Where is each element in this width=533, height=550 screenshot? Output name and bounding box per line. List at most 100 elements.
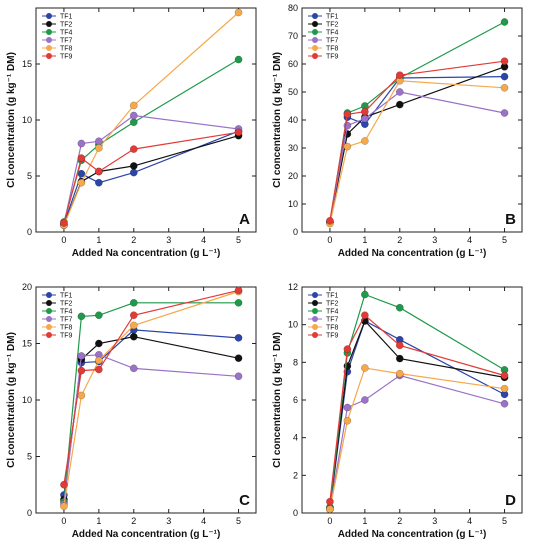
x-tick-label: 3 (432, 516, 437, 526)
legend-marker-tf2 (312, 21, 318, 27)
data-point-tf9 (129, 145, 138, 153)
legend-marker-tf1 (46, 292, 52, 298)
data-point-tf7 (500, 109, 509, 117)
panel-letter: D (505, 492, 516, 509)
data-point-tf2 (129, 162, 138, 170)
x-tick-label: 2 (397, 516, 402, 526)
data-point-tf8 (129, 101, 138, 110)
series-line-tf8 (63, 12, 239, 226)
data-point-tf1 (234, 334, 243, 342)
legend-label-tf2: TF2 (326, 22, 339, 29)
y-tick-label: 20 (22, 282, 32, 292)
x-tick-label: 4 (467, 516, 472, 526)
series-line-tf7 (63, 114, 239, 225)
x-tick-label: 1 (96, 516, 101, 526)
legend-label-tf2: TF2 (60, 301, 73, 308)
y-tick-label: 10 (22, 115, 32, 125)
series-line-tf1 (63, 329, 239, 495)
x-tick-label: 0 (327, 516, 332, 526)
x-axis-title: Added Na concentration (g L⁻¹) (338, 529, 487, 540)
data-point-tf7 (77, 139, 86, 148)
x-tick-label: 5 (502, 516, 507, 526)
data-point-tf7 (361, 396, 369, 404)
y-tick-label: 5 (27, 171, 32, 181)
series-line-tf2 (63, 336, 239, 500)
data-point-tf9 (395, 341, 404, 350)
data-point-tf9 (77, 154, 86, 162)
data-point-tf8 (500, 384, 509, 393)
y-tick-label: 0 (27, 227, 32, 237)
x-tick-label: 1 (96, 235, 101, 245)
legend-label-tf4: TF4 (326, 309, 339, 316)
y-tick-label: 10 (22, 395, 32, 405)
y-tick-label: 50 (288, 87, 298, 97)
data-point-tf8 (326, 505, 334, 514)
legend-marker-tf4 (46, 308, 52, 314)
chart-panel-c: 0 1 2 3 4 5 0 5 10 15 20 Added Na concentration (g … (6, 282, 257, 540)
legend-label-tf4: TF4 (60, 30, 73, 37)
legend-marker-tf7 (46, 37, 52, 43)
x-tick-label: 3 (432, 235, 437, 245)
legend-marker-tf4 (312, 29, 318, 35)
legend-marker-tf8 (46, 324, 52, 330)
legend-label-tf2: TF2 (326, 301, 339, 308)
data-point-tf9 (326, 497, 334, 506)
legend-label-tf4: TF4 (60, 309, 73, 316)
data-point-tf4 (361, 290, 369, 299)
x-tick-label: 1 (362, 516, 367, 526)
legend-marker-tf2 (46, 300, 52, 306)
legend-label-tf9: TF9 (326, 333, 339, 340)
data-point-tf8 (361, 364, 369, 372)
x-tick-label: 5 (236, 516, 241, 526)
legend-marker-tf9 (312, 53, 318, 59)
legend-label-tf2: TF2 (60, 22, 73, 29)
data-point-tf7 (129, 111, 138, 120)
panel-letter: B (505, 211, 516, 228)
x-axis-title: Added Na concentration (g L⁻¹) (338, 248, 487, 259)
legend-marker-tf1 (312, 13, 318, 19)
series-line-tf8 (329, 367, 505, 510)
data-point-tf9 (500, 57, 509, 66)
series-line-tf4 (63, 58, 239, 223)
legend-label-tf7: TF7 (60, 317, 73, 324)
data-point-tf7 (361, 114, 369, 123)
data-point-tf9 (77, 366, 86, 375)
series-line-tf9 (329, 60, 505, 221)
data-point-tf9 (95, 365, 103, 374)
y-tick-label: 30 (288, 143, 298, 153)
panel-letter: C (239, 492, 250, 509)
x-tick-label: 4 (467, 235, 472, 245)
series-line-tf2 (63, 135, 239, 226)
series-line-tf1 (329, 320, 505, 510)
data-point-tf8 (77, 391, 86, 400)
data-point-tf1 (95, 178, 103, 187)
data-point-tf8 (343, 416, 352, 425)
data-point-tf9 (343, 110, 352, 119)
legend-marker-tf8 (312, 45, 318, 51)
data-point-tf1 (500, 72, 509, 81)
legend-marker-tf9 (46, 53, 52, 59)
data-point-tf2 (395, 100, 404, 109)
chart-panel-a: 0 1 2 3 4 5 0 5 10 15 Added Na concentration (g L⁻… (6, 7, 257, 259)
x-tick-label: 3 (166, 235, 171, 245)
data-point-tf9 (60, 219, 68, 227)
y-tick-label: 10 (288, 199, 298, 209)
y-tick-label: 60 (288, 59, 298, 69)
data-point-tf8 (60, 502, 68, 511)
data-point-tf4 (500, 18, 509, 26)
legend-marker-tf9 (46, 332, 52, 338)
x-tick-label: 2 (131, 516, 136, 526)
legend-label-tf9: TF9 (60, 333, 73, 340)
legend-marker-tf4 (46, 29, 52, 35)
y-tick-label: 20 (288, 171, 298, 181)
data-point-tf9 (234, 286, 243, 295)
data-point-tf9 (129, 311, 138, 320)
data-point-tf8 (500, 83, 509, 92)
legend-marker-tf8 (46, 45, 52, 51)
legend-marker-tf4 (312, 308, 318, 314)
x-tick-label: 4 (201, 516, 206, 526)
legend-label-tf8: TF8 (60, 46, 73, 53)
